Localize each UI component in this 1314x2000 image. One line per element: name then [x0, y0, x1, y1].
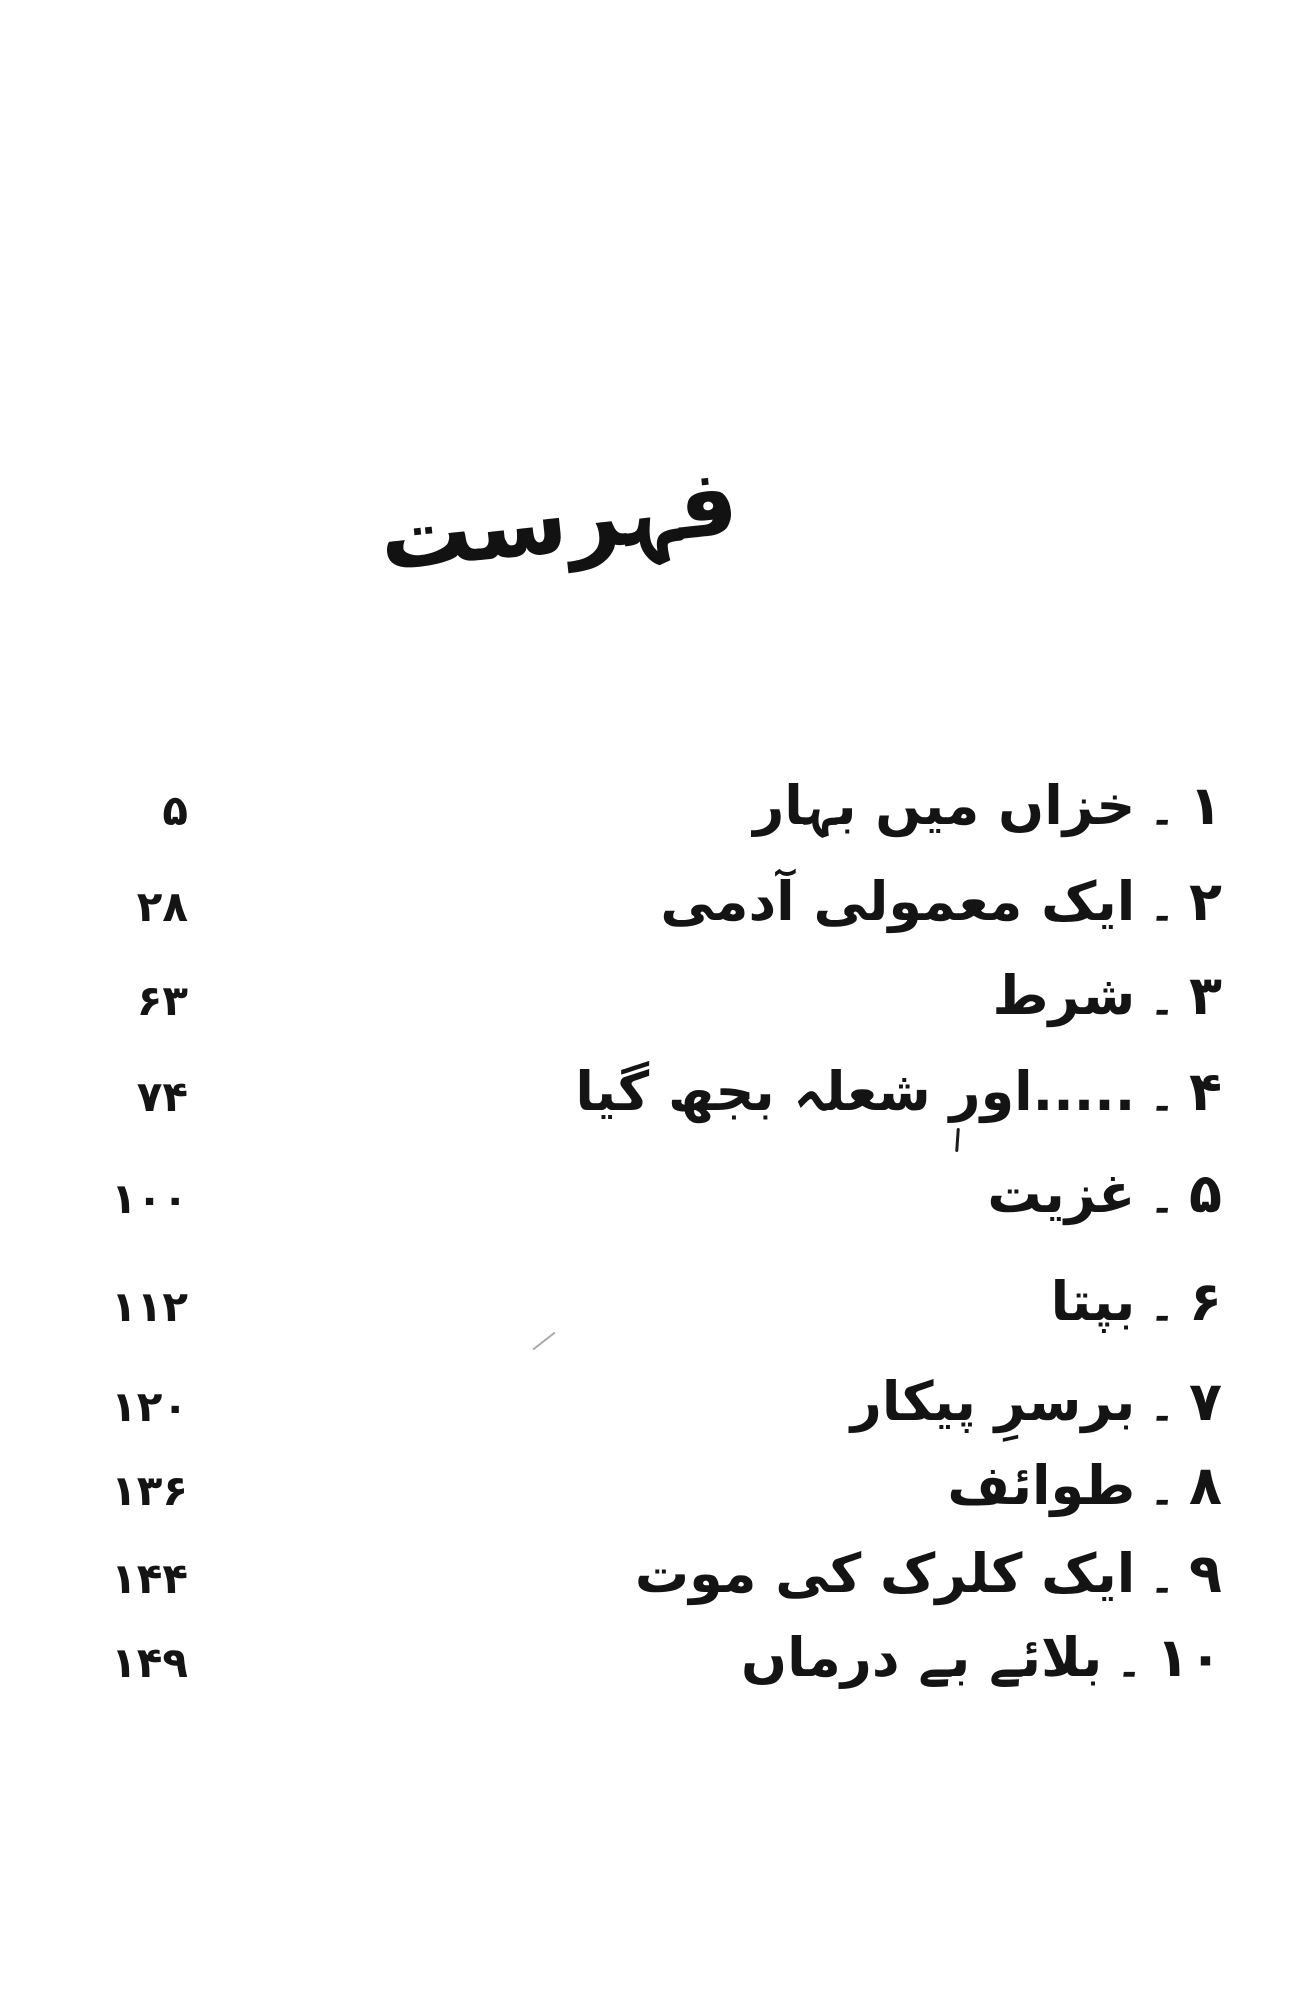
toc-entry-text: ایک معمولی آدمی: [660, 870, 1136, 933]
toc-entry-ordinal: ۵: [1189, 1162, 1222, 1225]
toc-row: ۷ ۔ برسرِ پیکار ۱۲۰: [0, 1368, 1314, 1468]
toc-entry-ordinal: ۶: [1189, 1270, 1222, 1333]
toc-entry-ordinal: ۳: [1189, 964, 1222, 1027]
toc-entry-text: بپتا: [1050, 1270, 1136, 1333]
toc-entry-text: غزیت: [987, 1162, 1136, 1225]
toc-row: ۸ ۔ طوائف ۱۳۶: [0, 1452, 1314, 1552]
toc-entry-page-number: ۱۲۰: [111, 1382, 188, 1431]
toc-entry-page-number: ۱۱۲: [111, 1282, 188, 1331]
toc-entry-ordinal: ۹: [1189, 1542, 1222, 1605]
toc-entry-title: ۹ ۔ ایک کلرک کی موت: [635, 1540, 1222, 1608]
toc-row: ۵ ۔ غزیت ۱۰۰: [0, 1160, 1314, 1260]
toc-entry-text: ایک کلرک کی موت: [634, 1542, 1136, 1605]
toc-row: ۴ ۔ .....اور شعلہ بجھ گیا ۷۴: [0, 1058, 1314, 1158]
toc-entry-text: بلائے بے درماں: [740, 1626, 1103, 1689]
toc-row: ۶ ۔ بپتا ۱۱۲: [0, 1268, 1314, 1368]
toc-entry-separator: ۔: [1149, 1380, 1176, 1431]
toc-entry-separator: ۔: [1149, 1464, 1176, 1515]
toc-entry-title: ۱۰ ۔ بلائے بے درماں: [741, 1624, 1222, 1692]
toc-entry-page-number: ۲۸: [136, 882, 188, 931]
toc-entry-text: شرط: [992, 964, 1136, 1027]
toc-entry-ordinal: ۱۰: [1156, 1626, 1222, 1689]
toc-entry-title: ۱ ۔ خزاں میں بہار: [753, 772, 1222, 840]
toc-row: ۳ ۔ شرط ۶۳: [0, 962, 1314, 1062]
toc-entry-page-number: ۱۳۶: [111, 1466, 188, 1515]
toc-entry-page-number: ۵: [162, 786, 188, 835]
toc-entry-title: ۲ ۔ ایک معمولی آدمی: [660, 868, 1222, 936]
toc-entry-separator: ۔: [1149, 880, 1176, 931]
toc-entry-separator: ۔: [1116, 1636, 1143, 1687]
toc-entry-page-number: ۶۳: [136, 976, 188, 1025]
toc-entry-separator: ۔: [1149, 784, 1176, 835]
toc-entry-ordinal: ۷: [1189, 1370, 1222, 1433]
toc-entry-ordinal: ۴: [1189, 1060, 1222, 1123]
toc-entry-ordinal: ۸: [1189, 1454, 1222, 1517]
toc-entry-text: برسرِ پیکار: [850, 1370, 1136, 1433]
toc-entry-title: ۵ ۔ غزیت: [987, 1160, 1222, 1228]
toc-entry-ordinal: ۲: [1189, 870, 1222, 933]
toc-row: ۱۰ ۔ بلائے بے درماں ۱۴۹: [0, 1624, 1314, 1724]
toc-entry-title: ۴ ۔ .....اور شعلہ بجھ گیا: [575, 1058, 1222, 1126]
toc-entry-separator: ۔: [1149, 1280, 1176, 1331]
toc-entry-page-number: ۱۰۰: [111, 1174, 188, 1223]
toc-entry-title: ۳ ۔ شرط: [992, 962, 1222, 1030]
toc-entry-page-number: ۱۴۹: [111, 1638, 188, 1687]
toc-entry-separator: ۔: [1149, 1172, 1176, 1223]
page-title: فہرست: [374, 448, 743, 593]
toc-row: ۲ ۔ ایک معمولی آدمی ۲۸: [0, 868, 1314, 968]
toc-row: ۱ ۔ خزاں میں بہار ۵: [0, 772, 1314, 872]
toc-entry-page-number: ۷۴: [136, 1072, 188, 1121]
toc-entry-separator: ۔: [1149, 1552, 1176, 1603]
toc-entry-text: .....اور شعلہ بجھ گیا: [575, 1060, 1136, 1123]
toc-entry-title: ۶ ۔ بپتا: [1051, 1268, 1222, 1336]
toc-entry-ordinal: ۱: [1189, 774, 1222, 837]
toc-entry-page-number: ۱۴۴: [111, 1554, 188, 1603]
toc-entry-title: ۸ ۔ طوائف: [947, 1452, 1222, 1520]
toc-entry-separator: ۔: [1149, 1070, 1176, 1121]
toc-row: ۹ ۔ ایک کلرک کی موت ۱۴۴: [0, 1540, 1314, 1640]
toc-entry-text: خزاں میں بہار: [753, 774, 1136, 837]
toc-entry-title: ۷ ۔ برسرِ پیکار: [851, 1368, 1222, 1436]
toc-entry-text: طوائف: [947, 1454, 1136, 1517]
toc-entry-separator: ۔: [1149, 974, 1176, 1025]
